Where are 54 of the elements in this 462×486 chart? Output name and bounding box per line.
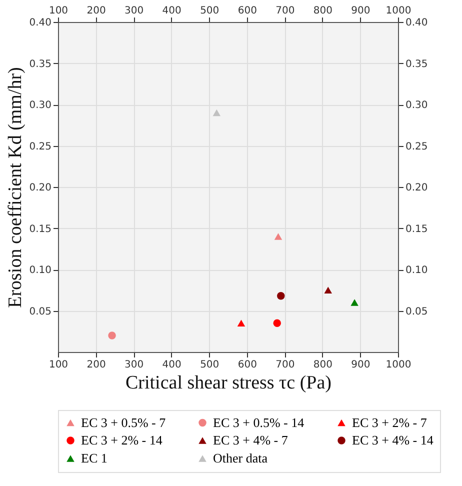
x-tick-label: 1000 bbox=[386, 6, 412, 16]
x-tick-label: 100 bbox=[48, 6, 68, 16]
y2-tick-label: 0.25 bbox=[406, 141, 428, 152]
legend-label: EC 3 + 2% - 7 bbox=[352, 414, 428, 430]
legend-label: EC 3 + 0.5% - 14 bbox=[213, 414, 305, 430]
legend-label: EC 3 + 0.5% - 7 bbox=[81, 414, 166, 430]
x2-tick-label: 500 bbox=[200, 360, 220, 370]
y-tick-label: 0.25 bbox=[29, 141, 52, 152]
legend-label: EC 3 + 4% - 7 bbox=[213, 432, 288, 448]
x2-tick-label: 700 bbox=[276, 360, 295, 370]
y2-tick-label: 0.20 bbox=[406, 182, 428, 194]
point bbox=[324, 286, 332, 294]
x-tick-label: 600 bbox=[238, 6, 257, 16]
y-tick-label: 0.20 bbox=[29, 182, 52, 194]
y-tick-label: 0.10 bbox=[29, 265, 52, 276]
y-axis-title: Erosion coefficient Kd (mm/hr) bbox=[5, 67, 26, 308]
legend-label: EC 3 + 4% - 14 bbox=[352, 432, 434, 448]
point bbox=[273, 319, 281, 327]
y2-tick-label: 0.10 bbox=[406, 265, 428, 276]
x2-tick-label: 1000 bbox=[386, 360, 412, 370]
x-tick-label: 300 bbox=[124, 6, 144, 16]
point bbox=[237, 320, 246, 326]
x-tick-label: 900 bbox=[351, 6, 370, 16]
y2-tick-label: 0.30 bbox=[406, 100, 428, 111]
y2-tick-label: 0.35 bbox=[406, 58, 428, 70]
point bbox=[274, 233, 282, 240]
x2-tick-label: 900 bbox=[351, 360, 370, 370]
y-tick-label: 0.40 bbox=[29, 18, 52, 28]
x2-tick-label: 400 bbox=[162, 360, 182, 370]
x2-tick-label: 600 bbox=[238, 360, 257, 370]
legend-label: EC 1 bbox=[81, 450, 108, 466]
y-tick-label: 0.35 bbox=[29, 58, 52, 70]
point bbox=[277, 292, 285, 300]
x2-tick-label: 100 bbox=[48, 360, 68, 370]
point bbox=[350, 299, 358, 306]
x2-tick-label: 200 bbox=[86, 360, 106, 370]
x-tick-label: 700 bbox=[276, 6, 295, 16]
x-tick-label: 500 bbox=[200, 6, 220, 16]
point bbox=[212, 109, 221, 116]
point bbox=[108, 332, 116, 340]
x-axis-title: Critical shear stress τc (Pa) bbox=[125, 372, 332, 394]
x-tick-label: 200 bbox=[86, 6, 106, 16]
x2-tick-label: 300 bbox=[124, 360, 144, 370]
x-tick-label: 800 bbox=[313, 6, 332, 16]
y2-tick-label: 0.05 bbox=[406, 306, 428, 318]
x2-tick-label: 800 bbox=[313, 360, 332, 370]
legend-label: Other data bbox=[213, 450, 268, 466]
y-tick-label: 0.05 bbox=[29, 306, 52, 318]
y2-tick-label: 0.15 bbox=[406, 224, 428, 235]
y2-tick-label: 0.40 bbox=[406, 18, 428, 28]
y-tick-label: 0.15 bbox=[29, 224, 52, 235]
legend-label: EC 3 + 2% - 14 bbox=[81, 432, 163, 448]
y-tick-label: 0.30 bbox=[29, 100, 52, 111]
x-tick-label: 400 bbox=[162, 6, 182, 16]
